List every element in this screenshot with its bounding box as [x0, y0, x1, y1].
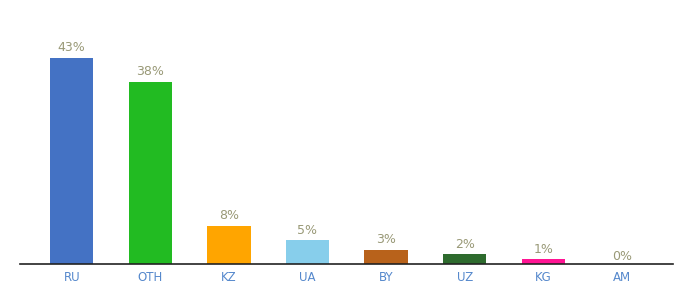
Bar: [50, 58, 93, 264]
Text: 5%: 5%: [297, 224, 318, 237]
Text: 8%: 8%: [219, 209, 239, 222]
Bar: [522, 259, 565, 264]
Text: 1%: 1%: [533, 243, 554, 256]
Text: 2%: 2%: [455, 238, 475, 251]
Text: 0%: 0%: [612, 250, 632, 262]
Text: 38%: 38%: [137, 65, 165, 78]
Bar: [286, 240, 329, 264]
Bar: [129, 82, 172, 264]
Text: 43%: 43%: [58, 41, 86, 54]
Text: 3%: 3%: [376, 233, 396, 246]
Bar: [364, 250, 408, 264]
Bar: [207, 226, 250, 264]
Bar: [443, 254, 486, 264]
